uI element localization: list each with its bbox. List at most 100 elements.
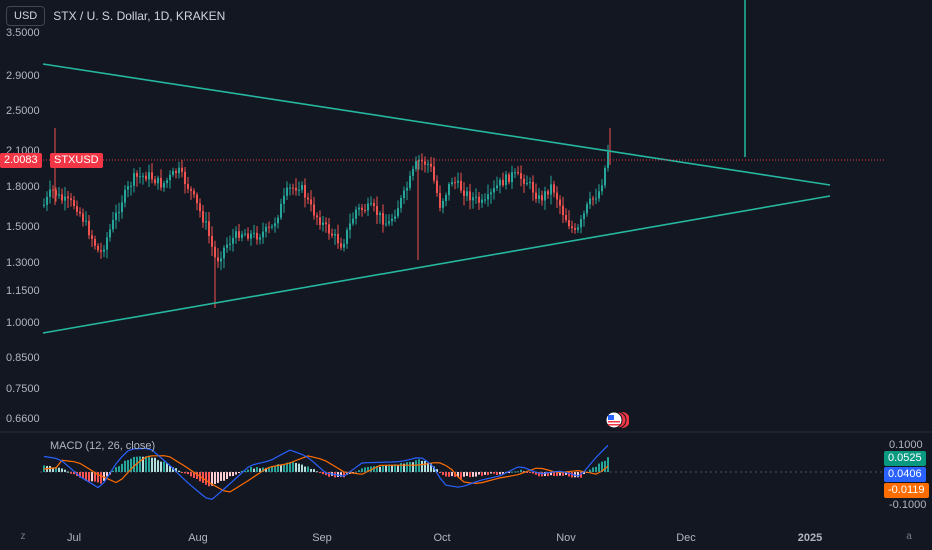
candle-body [298, 189, 300, 191]
candle-body [598, 191, 600, 199]
price-tick-label: 2.5000 [6, 105, 40, 117]
candle-body [121, 202, 123, 213]
candle-body [352, 218, 354, 224]
price-tick-label: 3.5000 [6, 27, 40, 39]
candle-body [196, 194, 198, 204]
candle-body [127, 186, 129, 190]
macd-histogram-bar [436, 469, 438, 472]
candle-body [253, 232, 255, 234]
macd-histogram-bar [157, 460, 159, 472]
time-axis[interactable]: Jul Aug Sep Oct Nov Dec 2025 [67, 532, 822, 544]
macd-axis[interactable]: 0.1000 -0.1000 [889, 439, 926, 511]
candle-body [565, 215, 567, 221]
candle-body [229, 243, 231, 245]
candle-body [232, 237, 234, 244]
price-tick-label: 1.8000 [6, 181, 40, 193]
macd-histogram-bar [466, 472, 468, 477]
macd-histogram-bar [340, 472, 342, 477]
macd-histogram-bar [481, 472, 483, 476]
candle-body [148, 172, 150, 180]
candle-body [541, 195, 543, 201]
macd-histogram-bar [415, 460, 417, 472]
candle-body [202, 211, 204, 223]
candle-body [574, 228, 576, 230]
candle-body [70, 198, 72, 201]
candle-body [334, 233, 336, 236]
candle-body [238, 231, 240, 238]
candle-body [172, 171, 174, 175]
candle-body [499, 179, 501, 186]
macd-histogram-bar [520, 469, 522, 472]
candle-body [412, 168, 414, 176]
macd-histogram-bar [160, 461, 162, 472]
candle-body [76, 206, 78, 212]
macd-histogram-bar [400, 463, 402, 472]
candle-body [247, 233, 249, 239]
macd-line [43, 444, 609, 500]
chart-header: USD STX / U. S. Dollar, 1D, KRAKEN [6, 5, 225, 27]
macd-histogram-bar [124, 460, 126, 472]
candle-body [55, 190, 57, 196]
us-flag-icon[interactable] [605, 409, 630, 431]
candle-body [568, 220, 570, 227]
macd-histogram-value: 0.0525 [888, 452, 922, 464]
macd-histogram-bar [223, 472, 225, 481]
candle-body [223, 247, 225, 259]
macd-histogram-bar [604, 460, 606, 472]
candle-body [220, 258, 222, 262]
macd-histogram-bar [493, 472, 495, 474]
macd-histogram-bar [277, 464, 279, 472]
macd-line-tag: 0.0406 [884, 467, 926, 482]
macd-histogram-bar [394, 464, 396, 472]
price-tick-label: 1.0000 [6, 317, 40, 329]
macd-histogram-bar [328, 472, 330, 477]
candle-body [73, 200, 75, 207]
macd-histogram-bar [166, 463, 168, 472]
candle-body [304, 185, 306, 198]
z-corner-icon[interactable]: z [20, 531, 26, 542]
candle-body [208, 221, 210, 237]
macd-histogram-bar [169, 466, 171, 472]
macd-histogram-bar [460, 472, 462, 479]
time-tick-label: Sep [312, 532, 332, 544]
candle-body [286, 187, 288, 196]
macd-legend[interactable]: MACD (12, 26, close) [50, 440, 156, 452]
macd-histogram-bar [568, 472, 570, 477]
lower-trendline[interactable] [42, 195, 831, 334]
candle-body [109, 229, 111, 238]
symbol-name: STXUSD [54, 154, 99, 166]
macd-histogram-bar [211, 472, 213, 486]
candle-body [514, 172, 516, 174]
candle-body [586, 204, 588, 214]
macd-histogram-bar [484, 472, 486, 475]
macd-histogram-bar [388, 464, 390, 472]
candle-body [82, 213, 84, 222]
macd-histogram-bar [298, 463, 300, 472]
currency-button[interactable]: USD [6, 6, 46, 26]
macd-histogram-bar [310, 468, 312, 472]
macd-histogram-bar [397, 464, 399, 472]
candle-body [139, 176, 141, 178]
a-corner-icon[interactable]: a [906, 531, 912, 542]
candle-body [535, 192, 537, 199]
candle-body [355, 209, 357, 219]
candle-body [505, 174, 507, 186]
candle-body [289, 187, 291, 189]
candle-body [448, 184, 450, 196]
candle-body [346, 229, 348, 244]
macd-histogram-bar [433, 466, 435, 472]
macd-histogram-bar [322, 472, 324, 475]
upper-trendline[interactable] [42, 63, 831, 186]
macd-histogram-bar [175, 468, 177, 472]
macd-histogram-bar [304, 466, 306, 472]
candle-body [91, 235, 93, 239]
price-tick-label: 0.8500 [6, 352, 40, 364]
candle-body [301, 185, 303, 190]
macd-histogram-bar [202, 472, 204, 483]
candle-body [553, 184, 555, 193]
price-axis[interactable]: 3.50002.90002.50002.10001.80001.50001.30… [6, 27, 40, 425]
candle-body [64, 196, 66, 201]
time-tick-label: 2025 [798, 532, 822, 544]
candle-body [322, 222, 324, 225]
